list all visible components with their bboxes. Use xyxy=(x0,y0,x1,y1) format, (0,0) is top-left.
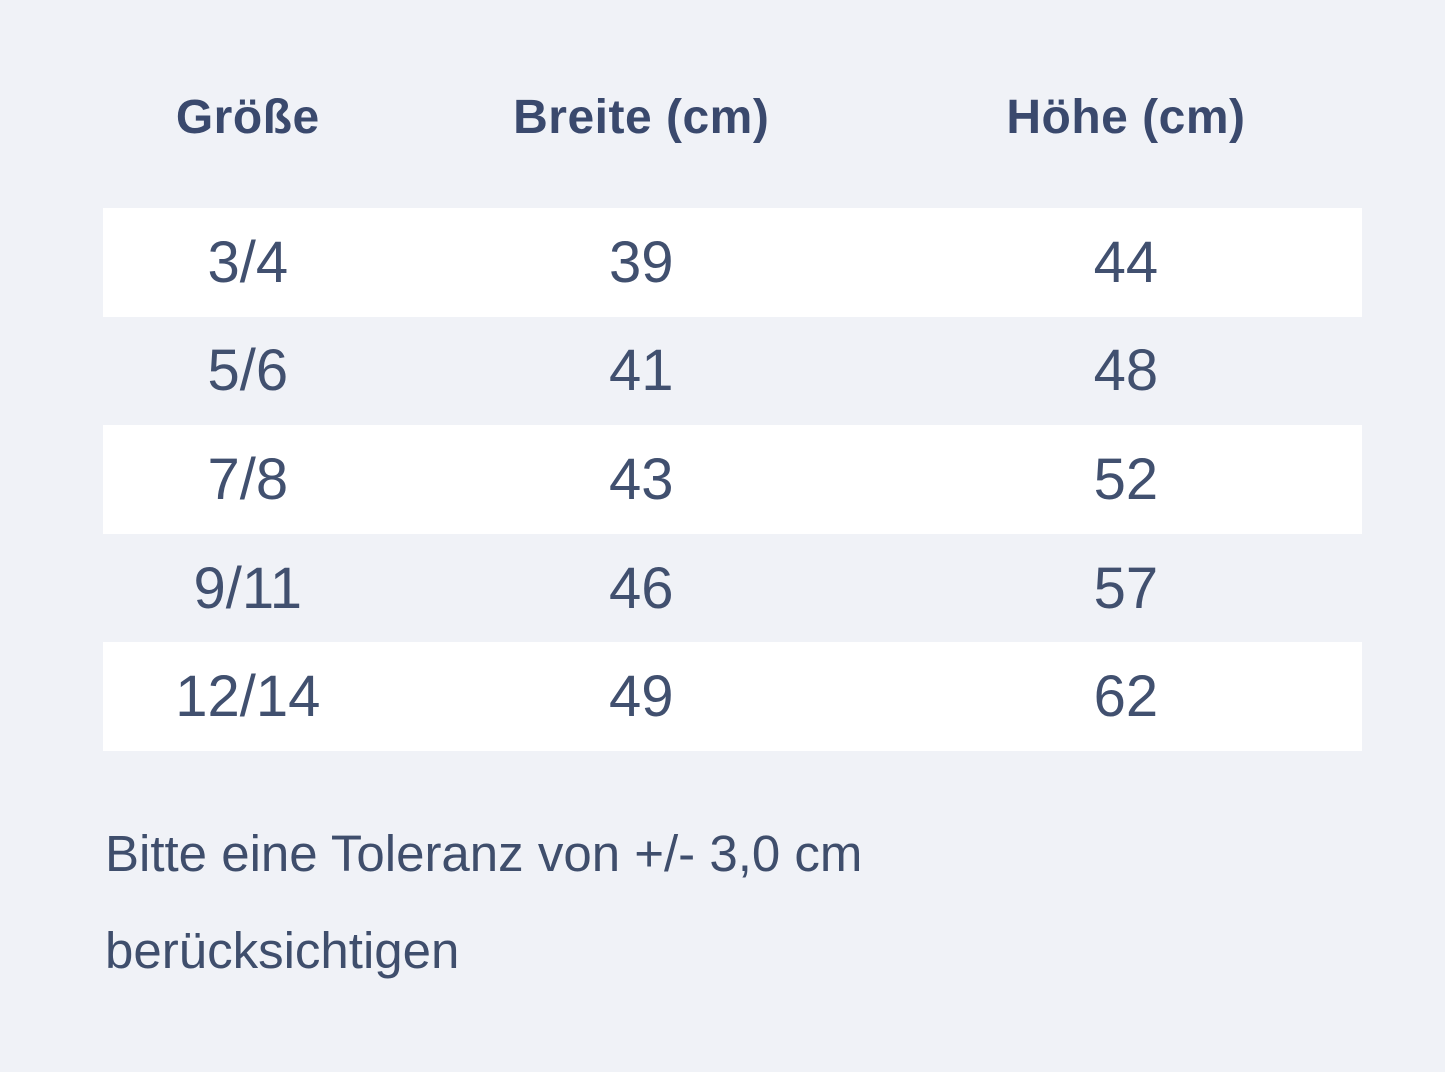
table-row: 12/14 49 62 xyxy=(103,642,1362,751)
width-cell: 43 xyxy=(608,446,674,512)
size-chart-table: Größe Breite (cm) Höhe (cm) 3/4 39 44 5/… xyxy=(103,62,1362,751)
size-cell: 3/4 xyxy=(207,229,289,295)
width-cell: 49 xyxy=(608,664,674,730)
column-header-breite: Breite (cm) xyxy=(513,90,770,144)
height-cell: 62 xyxy=(1093,664,1159,730)
column-header-groesse: Größe xyxy=(175,90,320,144)
height-cell: 48 xyxy=(1093,338,1159,404)
size-cell: 9/11 xyxy=(193,555,303,621)
size-cell: 12/14 xyxy=(175,664,321,730)
width-cell: 46 xyxy=(608,555,674,621)
table-row: 3/4 39 44 xyxy=(103,208,1362,317)
height-cell: 57 xyxy=(1093,555,1159,621)
height-cell: 44 xyxy=(1093,229,1159,295)
tolerance-note-line1: Bitte eine Toleranz von +/- 3,0 cm xyxy=(105,824,863,882)
tolerance-note: Bitte eine Toleranz von +/- 3,0 cm berüc… xyxy=(105,805,1445,999)
table-row: 7/8 43 52 xyxy=(103,425,1362,534)
tolerance-note-line2: berücksichtigen xyxy=(105,921,460,979)
table-header-row: Größe Breite (cm) Höhe (cm) xyxy=(103,62,1362,172)
width-cell: 41 xyxy=(608,338,674,404)
size-cell: 7/8 xyxy=(207,446,289,512)
column-header-hoehe: Höhe (cm) xyxy=(1006,90,1246,144)
height-cell: 52 xyxy=(1093,446,1159,512)
table-row: 9/11 46 57 xyxy=(103,534,1362,643)
table-row: 5/6 41 48 xyxy=(103,317,1362,426)
size-cell: 5/6 xyxy=(207,338,289,404)
width-cell: 39 xyxy=(608,229,674,295)
